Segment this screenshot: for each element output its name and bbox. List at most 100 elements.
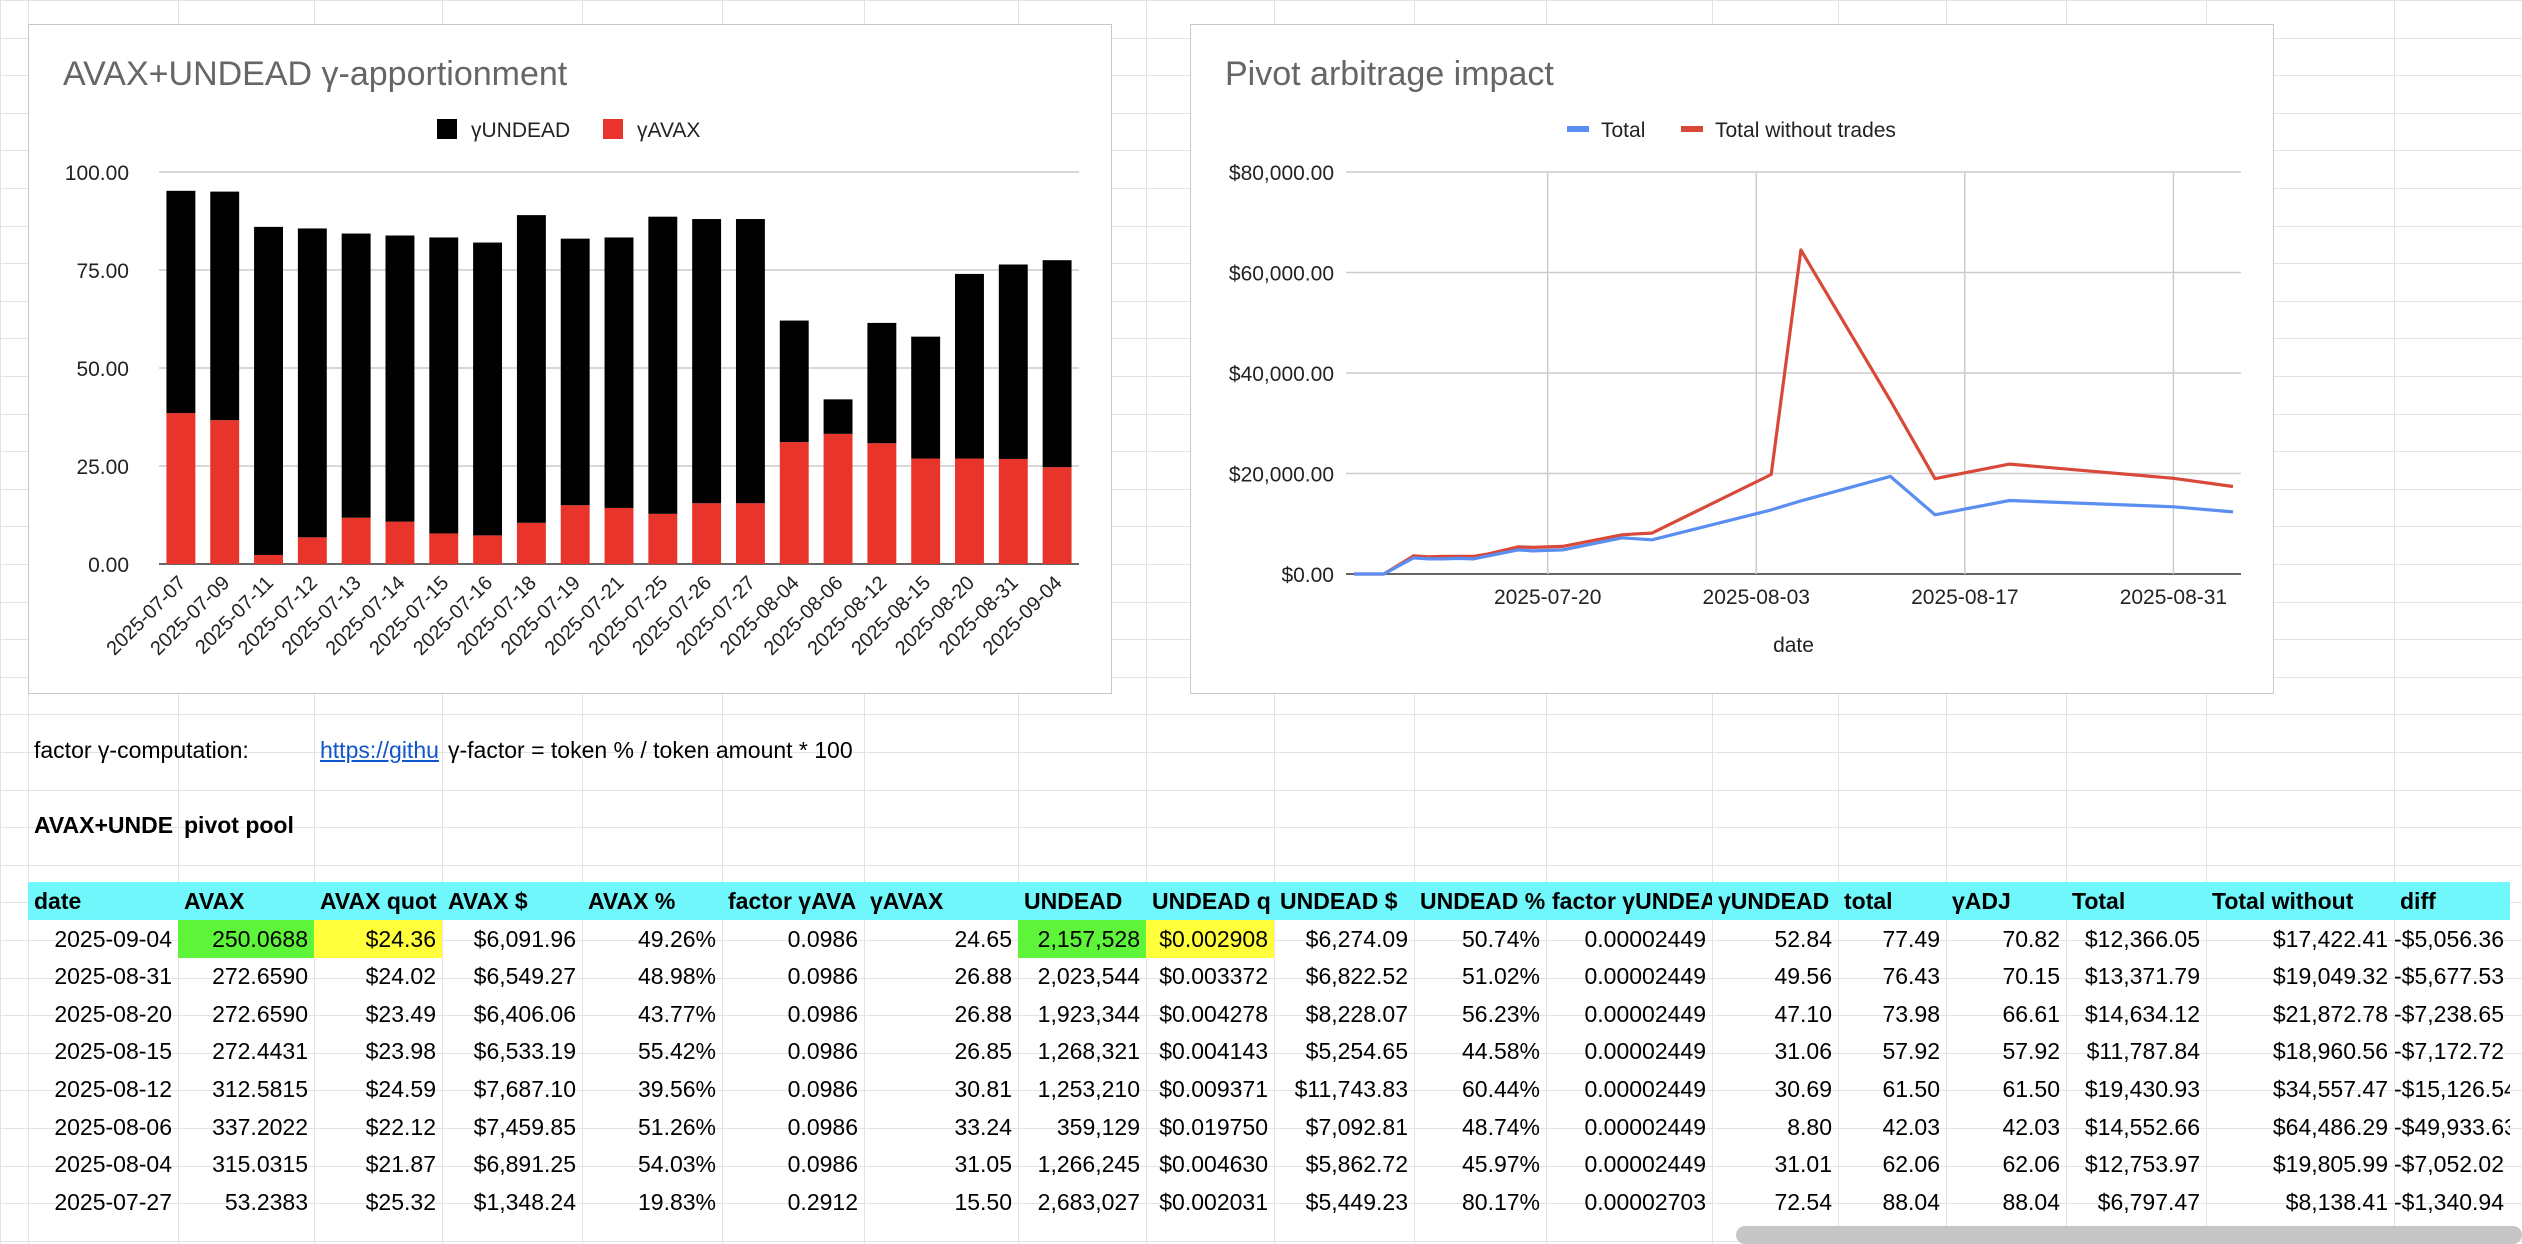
table-cell[interactable]: 15.50	[954, 1189, 1012, 1215]
table-cell[interactable]: 2025-08-04	[54, 1151, 172, 1177]
table-cell[interactable]: 48.74%	[1461, 1114, 1540, 1140]
table-cell[interactable]: 56.23%	[1461, 1001, 1540, 1027]
github-link[interactable]: https://githu	[320, 737, 439, 763]
table-cell[interactable]: 60.44%	[1461, 1076, 1540, 1102]
table-cell[interactable]: 66.61	[2002, 1001, 2060, 1027]
table-cell[interactable]: $11,743.83	[1294, 1076, 1408, 1102]
column-header[interactable]: UNDEAD $	[1274, 882, 1414, 920]
table-cell[interactable]: 47.10	[1774, 1001, 1832, 1027]
table-cell[interactable]: $0.003372	[1159, 963, 1268, 989]
table-cell[interactable]: 0.00002449	[1584, 1038, 1706, 1064]
table-cell[interactable]: $0.002031	[1159, 1189, 1268, 1215]
pivot-arbitrage-chart[interactable]: Pivot arbitrage impact $80,000.00 $60,000…	[1190, 24, 2274, 694]
table-cell[interactable]: -$5,677.53	[2394, 963, 2504, 989]
table-cell[interactable]: 45.97%	[1461, 1151, 1540, 1177]
table-cell[interactable]: $24.59	[365, 1076, 436, 1102]
table-cell[interactable]: 33.24	[954, 1114, 1012, 1140]
table-cell[interactable]: 26.88	[954, 1001, 1012, 1027]
table-cell[interactable]: 76.43	[1882, 963, 1940, 989]
table-cell[interactable]: 2025-07-27	[54, 1189, 172, 1215]
table-cell[interactable]: 70.15	[2002, 963, 2060, 989]
table-cell[interactable]: $8,228.07	[1305, 1001, 1408, 1027]
table-cell[interactable]: $5,862.72	[1305, 1151, 1408, 1177]
column-header[interactable]: factor γUNDEA	[1546, 882, 1712, 920]
table-cell[interactable]: -$15,126.54	[2394, 1076, 2510, 1102]
table-cell[interactable]: 26.88	[954, 963, 1012, 989]
table-cell[interactable]: 42.03	[1882, 1114, 1940, 1140]
table-cell[interactable]: 2025-08-15	[54, 1038, 172, 1064]
table-cell[interactable]: 42.03	[2002, 1114, 2060, 1140]
table-cell[interactable]: $6,406.06	[473, 1001, 576, 1027]
table-cell[interactable]: $6,549.27	[473, 963, 576, 989]
table-cell[interactable]: 0.00002449	[1584, 1114, 1706, 1140]
table-cell[interactable]: $0.004278	[1159, 1001, 1268, 1027]
table-cell[interactable]: $25.32	[365, 1189, 436, 1215]
table-cell[interactable]: 52.84	[1774, 926, 1832, 952]
table-cell[interactable]: -$1,340.94	[2394, 1189, 2504, 1215]
table-cell[interactable]: 272.4431	[212, 1038, 308, 1064]
table-cell[interactable]: 43.77%	[637, 1001, 716, 1027]
table-cell[interactable]: $13,371.79	[2084, 963, 2200, 989]
table-cell[interactable]: 0.0986	[787, 1151, 858, 1177]
table-cell[interactable]: $24.36	[314, 920, 442, 958]
table-cell[interactable]: 0.00002449	[1584, 1001, 1706, 1027]
table-cell[interactable]: 61.50	[1882, 1076, 1940, 1102]
gamma-apportionment-chart[interactable]: AVAX+UNDEAD γ-apportionment 100.00 75.00 5…	[28, 24, 1112, 694]
table-cell[interactable]: 49.26%	[637, 926, 716, 952]
table-cell[interactable]: 44.58%	[1461, 1038, 1540, 1064]
table-cell[interactable]: 359,129	[1056, 1114, 1140, 1140]
table-cell[interactable]: $0.009371	[1159, 1076, 1268, 1102]
table-cell[interactable]: 19.83%	[637, 1189, 716, 1215]
table-cell[interactable]: 2025-08-20	[54, 1001, 172, 1027]
column-header[interactable]: γADJ	[1946, 882, 2066, 920]
column-header[interactable]: γAVAX	[864, 882, 1018, 920]
table-cell[interactable]: 73.98	[1882, 1001, 1940, 1027]
table-cell[interactable]: 55.42%	[637, 1038, 716, 1064]
table-cell[interactable]: $1,348.24	[473, 1189, 576, 1215]
table-cell[interactable]: $24.02	[365, 963, 436, 989]
table-cell[interactable]: $7,687.10	[473, 1076, 576, 1102]
column-header[interactable]: UNDEAD %	[1414, 882, 1546, 920]
table-cell[interactable]: 62.06	[1882, 1151, 1940, 1177]
table-cell[interactable]: $5,254.65	[1305, 1038, 1408, 1064]
table-cell[interactable]: 57.92	[2002, 1038, 2060, 1064]
table-cell[interactable]: -$7,172.72	[2394, 1038, 2504, 1064]
table-cell[interactable]: 8.80	[1787, 1114, 1832, 1140]
column-header[interactable]: AVAX quot	[314, 882, 442, 920]
table-cell[interactable]: 0.0986	[787, 1038, 858, 1064]
column-header[interactable]: UNDEAD q	[1146, 882, 1274, 920]
column-header[interactable]: γUNDEAD	[1712, 882, 1838, 920]
table-cell[interactable]: 0.0986	[787, 1001, 858, 1027]
table-cell[interactable]: $19,805.99	[2272, 1151, 2388, 1177]
table-cell[interactable]: -$49,933.63	[2394, 1114, 2510, 1140]
table-cell[interactable]: 80.17%	[1461, 1189, 1540, 1215]
table-cell[interactable]: $7,092.81	[1305, 1114, 1408, 1140]
column-header[interactable]: total	[1838, 882, 1946, 920]
table-cell[interactable]: 24.65	[954, 926, 1012, 952]
table-cell[interactable]: 0.0986	[787, 963, 858, 989]
table-cell[interactable]: $11,787.84	[2086, 1038, 2200, 1064]
table-cell[interactable]: 88.04	[2002, 1189, 2060, 1215]
table-cell[interactable]: 39.56%	[637, 1076, 716, 1102]
column-header[interactable]: Total without	[2206, 882, 2394, 920]
table-cell[interactable]: $34,557.47	[2272, 1076, 2388, 1102]
table-cell[interactable]: $64,486.29	[2272, 1114, 2388, 1140]
table-cell[interactable]: 0.2912	[787, 1189, 858, 1215]
table-cell[interactable]: $22.12	[365, 1114, 436, 1140]
table-cell[interactable]: $6,533.19	[473, 1038, 576, 1064]
table-cell[interactable]: 0.00002449	[1584, 963, 1706, 989]
table-cell[interactable]: -$7,052.02	[2394, 1151, 2504, 1177]
table-cell[interactable]: 54.03%	[637, 1151, 716, 1177]
table-cell[interactable]: $5,449.23	[1305, 1189, 1408, 1215]
table-cell[interactable]: 250.0688	[178, 920, 314, 958]
table-cell[interactable]: $23.98	[365, 1038, 436, 1064]
table-cell[interactable]: $0.004630	[1159, 1151, 1268, 1177]
table-cell[interactable]: $14,552.66	[2084, 1114, 2200, 1140]
table-cell[interactable]: 0.00002703	[1584, 1189, 1706, 1215]
table-cell[interactable]: 2,023,544	[1037, 963, 1140, 989]
table-cell[interactable]: $6,274.09	[1305, 926, 1408, 952]
table-cell[interactable]: 0.0986	[787, 1076, 858, 1102]
column-header[interactable]: diff	[2394, 882, 2510, 920]
table-cell[interactable]: 2025-08-06	[54, 1114, 172, 1140]
column-header[interactable]: date	[28, 882, 178, 920]
